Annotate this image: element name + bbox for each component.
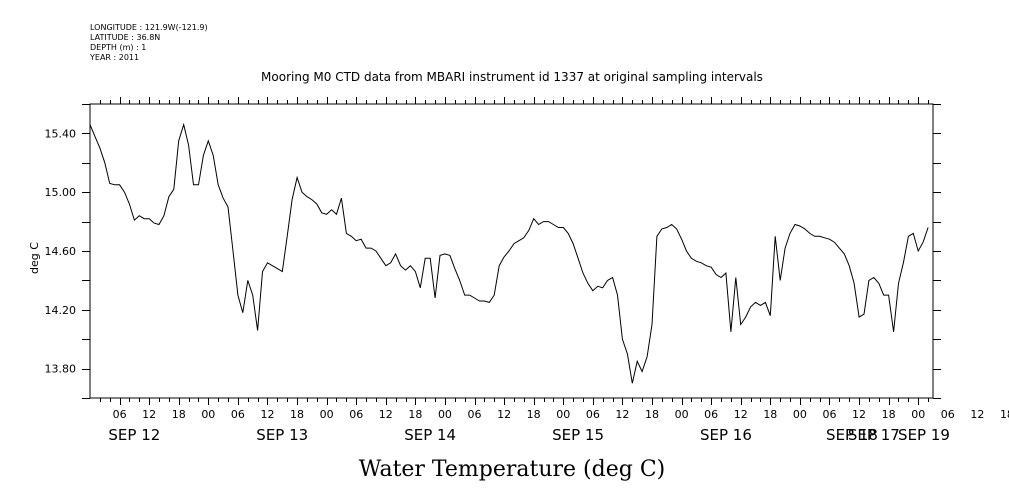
x-hour-tick-label: 00 xyxy=(438,408,452,421)
y-tick-label: 13.80 xyxy=(45,363,77,376)
x-hour-tick-label: 00 xyxy=(201,408,215,421)
x-hour-tick-label: 12 xyxy=(970,408,984,421)
x-hour-tick-label: 12 xyxy=(379,408,393,421)
x-hour-tick-label: 18 xyxy=(645,408,659,421)
x-hour-tick-label: 18 xyxy=(172,408,186,421)
y-tick-label: 15.00 xyxy=(45,186,77,199)
y-axis-label: deg C xyxy=(28,242,41,274)
x-hour-tick-label: 12 xyxy=(142,408,156,421)
plot-area: 06 12 18 00 06 12 18 00 06 12 18 00 06 12 18 00 06 12 18 00… xyxy=(45,97,1009,444)
y-tick-label: 15.40 xyxy=(45,127,77,140)
latitude-label: LATITUDE : 36.8N xyxy=(90,33,160,42)
x-hour-tick-label: 06 xyxy=(113,408,127,421)
x-hour-tick-label: 12 xyxy=(260,408,274,421)
x-hour-tick-label: 18 xyxy=(408,408,422,421)
series-line-water-temperature xyxy=(89,122,929,384)
x-hour-tick-label: 18 xyxy=(763,408,777,421)
x-day-label: SEP 16 xyxy=(700,426,752,444)
year-label: YEAR : 2011 xyxy=(89,53,139,62)
y-tick-label: 14.60 xyxy=(45,245,77,258)
depth-label: DEPTH (m) : 1 xyxy=(90,43,146,52)
x-hour-tick-label: 00 xyxy=(675,408,689,421)
x-hour-tick-label: 00 xyxy=(911,408,925,421)
x-hour-tick-label: 18 xyxy=(1000,408,1009,421)
chart-title: Mooring M0 CTD data from MBARI instrumen… xyxy=(261,70,763,84)
x-hour-tick-label: 00 xyxy=(320,408,334,421)
x-hour-tick-label: 06 xyxy=(586,408,600,421)
x-day-label: SEP 12 xyxy=(108,426,160,444)
x-hour-tick-label: 18 xyxy=(882,408,896,421)
x-day-label: SEP 18 xyxy=(826,426,878,444)
longitude-label: LONGITUDE : 121.9W(-121.9) xyxy=(90,23,208,32)
x-hour-tick-label: 06 xyxy=(822,408,836,421)
x-hour-tick-label: 18 xyxy=(527,408,541,421)
x-hour-tick-label: 12 xyxy=(734,408,748,421)
x-hour-tick-label: 18 xyxy=(290,408,304,421)
x-hour-tick-label: 00 xyxy=(793,408,807,421)
y-tick-label: 14.20 xyxy=(45,304,77,317)
x-axis-label: Water Temperature (deg C) xyxy=(359,457,666,482)
x-day-label: SEP 15 xyxy=(552,426,604,444)
x-hour-tick-label: 06 xyxy=(231,408,245,421)
x-hour-tick-label: 06 xyxy=(941,408,955,421)
x-hour-tick-label: 12 xyxy=(852,408,866,421)
x-day-label: SEP 14 xyxy=(404,426,456,444)
x-hour-tick-label: 12 xyxy=(497,408,511,421)
x-hour-tick-label: 06 xyxy=(704,408,718,421)
x-hour-tick-label: 12 xyxy=(615,408,629,421)
x-day-label: SEP 19 xyxy=(898,426,950,444)
x-hour-tick-label: 06 xyxy=(349,408,363,421)
x-day-label: SEP 13 xyxy=(256,426,308,444)
x-day-label: SEP 17 xyxy=(848,426,900,444)
plot-frame xyxy=(89,103,934,399)
x-hour-tick-label: 00 xyxy=(556,408,570,421)
x-hour-tick-label: 06 xyxy=(468,408,482,421)
